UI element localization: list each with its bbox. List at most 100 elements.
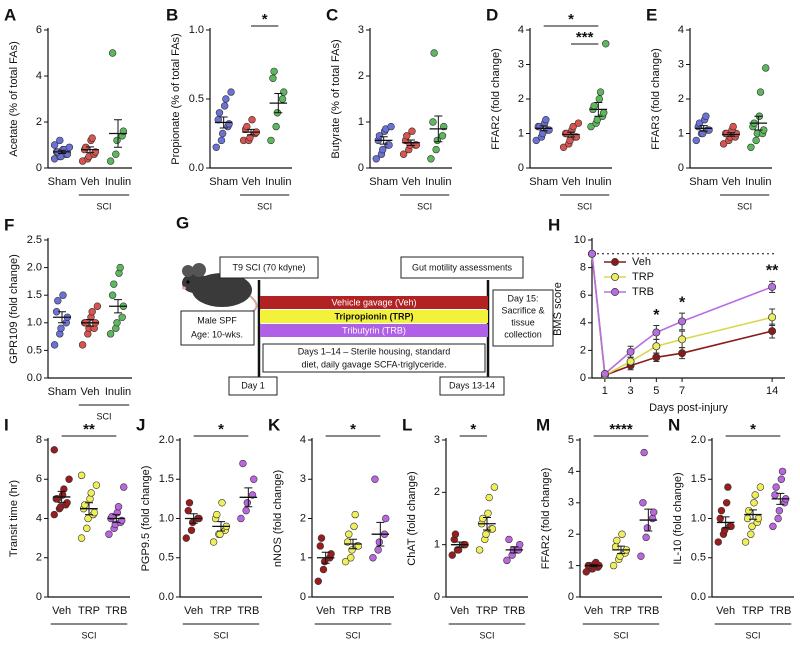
x-tick-label: Veh [450,605,469,617]
data-point [118,313,126,321]
legend-label: TRB [632,286,654,298]
x-tick-label: TRB [769,605,791,617]
data-point [569,122,577,131]
data-point [345,530,353,538]
data-point [56,136,64,145]
data-point [600,109,608,117]
legend-label: Veh [632,256,651,268]
data-point [595,95,604,103]
data-point [227,88,235,96]
data-point [482,530,490,538]
x-tick-label: TRP [476,605,498,617]
y-tick-label: 2 [36,552,42,564]
data-point [648,514,657,523]
sem-bar [510,546,519,554]
data-point [382,514,390,523]
sem-bar [219,116,228,129]
data-point [93,302,102,310]
y-tick-label: 2 [300,512,306,524]
significance-label: * [470,421,476,438]
data-point [372,155,380,163]
data-point [246,133,254,142]
data-point [184,506,192,515]
data-point [484,509,492,517]
y-tick-label: 0 [36,591,42,603]
sem-bar [539,125,548,132]
x-tick-label: Inulin [745,176,771,188]
y-tick-label: 0 [300,591,306,603]
data-point [50,341,59,349]
data-point [213,510,221,519]
data-point [108,49,117,57]
y-tick-label: 4 [36,70,42,82]
y-tick-label: 2 [434,486,440,498]
y-tick-label: 4 [36,512,42,524]
data-point [613,536,621,545]
y-axis-label: PGP9.5 (fold change) [140,466,152,572]
y-tick-label: 0.0 [189,162,204,174]
group-label: SCI [96,411,111,421]
y-tick-label: 0.5 [27,344,42,356]
legend-label: TRP [632,271,654,283]
data-point [702,112,710,120]
animal-box [180,310,255,346]
x-tick-label: TRB [369,605,391,617]
data-point [112,150,120,158]
data-point [430,49,438,57]
panel-letter: F [4,215,14,234]
data-point [705,126,713,134]
x-tick-label: TRB [637,605,659,617]
data-point [778,467,787,476]
significance-label: * [750,421,756,438]
x-tick-label: TRP [742,605,764,617]
y-axis-label: Acetate (% of total FAs) [8,41,20,157]
endpoint-box [492,289,554,347]
y-tick-label: 0.0 [27,372,42,384]
data-point [756,88,765,96]
data-point [532,136,540,145]
data-point [60,485,68,493]
data-point [745,506,753,515]
y-axis-label: Propionate (% of total FAs) [170,33,182,164]
data-point [488,525,497,533]
data-point [652,328,661,337]
y-tick-label: 6 [36,24,42,36]
data-point [772,483,780,491]
sem-bar [274,92,283,114]
data-point [225,120,233,128]
y-tick-label: 6 [580,289,586,301]
data-point [652,342,661,351]
data-point [347,554,355,562]
significance-label: * [218,421,224,438]
data-point [371,475,379,483]
y-tick-label: 1.5 [691,473,706,485]
y-tick-label: 0 [580,372,586,384]
data-point [719,140,728,148]
data-point [750,499,758,507]
data-point [185,499,194,507]
data-point [505,535,513,544]
data-point [270,67,278,76]
y-tick-label: 1.0 [27,317,42,329]
y-tick-label: 0 [358,162,364,174]
sem-bar [86,146,94,153]
data-point [485,493,493,502]
data-point [720,526,729,534]
sem-bar [321,551,330,564]
group-label: SCI [96,201,111,211]
day-start-box [228,376,278,396]
x-tick-label: Sham [209,176,238,188]
data-point [729,122,737,131]
data-point [542,115,550,124]
housing-label: diet, daily gavage SCFA-triglyceride. [301,359,446,369]
x-tick-label: Inulin [265,176,291,188]
data-point [448,551,456,559]
y-tick-label: 1 [568,560,574,572]
y-tick-label: 2 [568,528,574,540]
x-tick-label: Veh [316,605,335,617]
x-tick-label: Veh [242,176,261,188]
data-point [768,282,777,291]
y-tick-label: 4 [300,434,306,446]
data-point [317,534,326,542]
